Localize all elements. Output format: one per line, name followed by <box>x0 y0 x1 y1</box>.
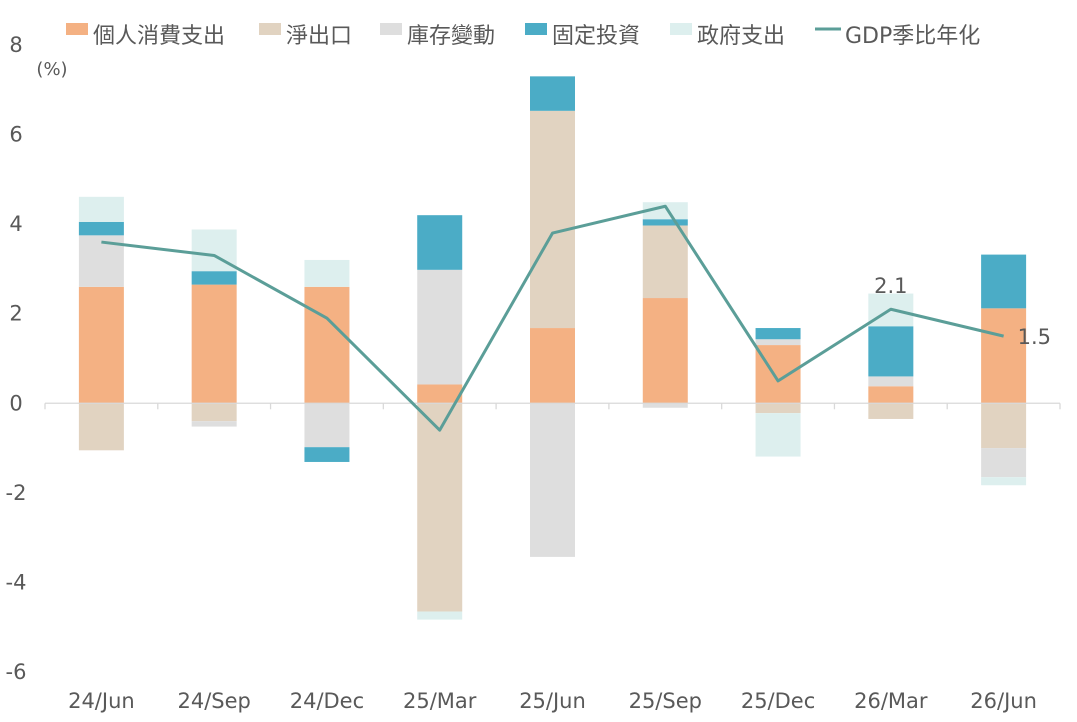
bar-segment <box>78 286 124 404</box>
bar-segment <box>191 284 237 404</box>
legend-label: 庫存變動 <box>407 24 495 49</box>
x-tick-label: 24/Jun <box>68 689 135 713</box>
x-tick-label: 26/Mar <box>854 689 928 713</box>
bar-segment <box>417 403 463 612</box>
bar-segment <box>78 196 124 222</box>
bar-segment <box>191 403 237 422</box>
bar-segment <box>868 386 914 404</box>
bar-segment <box>981 254 1027 309</box>
bar-segment <box>304 259 350 287</box>
bar-segment <box>78 403 124 451</box>
bar-segment <box>981 308 1027 404</box>
bar-segment <box>981 403 1027 449</box>
bar-segment <box>530 328 575 404</box>
bar-segment <box>868 403 914 419</box>
y-tick-label: 8 <box>9 33 22 57</box>
legend-swatch <box>380 23 402 35</box>
bar-segment <box>755 328 801 340</box>
bar-segment <box>642 403 688 408</box>
bar-segment <box>755 403 801 414</box>
x-tick-label: 24/Sep <box>177 689 250 713</box>
y-tick-label: 6 <box>9 123 22 147</box>
data-label: 1.5 <box>1018 325 1051 349</box>
legend-label: GDP季比年化 <box>845 24 980 49</box>
bar-segment <box>191 421 237 427</box>
bar-segment <box>304 286 350 404</box>
bar-segment <box>191 271 237 285</box>
y-tick-label: -6 <box>6 660 27 684</box>
legend-swatch <box>66 23 88 35</box>
y-axis-unit: (%) <box>36 59 67 80</box>
legend-swatch <box>525 23 547 35</box>
bar-segment <box>868 376 914 387</box>
legend-swatch <box>259 23 281 35</box>
legend-label: 淨出口 <box>286 24 352 49</box>
legend-label: 政府支出 <box>697 24 785 49</box>
bar-segment <box>755 345 801 404</box>
x-tick-label: 25/Dec <box>741 689 815 713</box>
y-tick-label: -2 <box>6 481 27 505</box>
bar-segment <box>868 326 914 377</box>
bar-segment <box>417 611 463 620</box>
x-tick-label: 25/Sep <box>629 689 702 713</box>
y-tick-label: 0 <box>9 391 22 415</box>
legend-label: 固定投資 <box>552 24 640 49</box>
gdp-line <box>101 204 1004 432</box>
bar-segment <box>981 448 1027 478</box>
bar-segment <box>78 221 124 236</box>
x-tick-label: 25/Jun <box>519 689 586 713</box>
y-tick-label: 4 <box>9 212 22 236</box>
x-tick-label: 25/Mar <box>403 689 477 713</box>
y-tick-label: -4 <box>6 570 27 594</box>
bar-segment <box>642 225 688 299</box>
data-label: 2.1 <box>874 274 907 298</box>
legend-swatch <box>670 23 692 35</box>
bar-segment <box>755 413 801 457</box>
bar-segment <box>642 202 688 220</box>
bar-segment <box>417 269 463 385</box>
bar-segment <box>530 76 575 111</box>
y-tick-label: 2 <box>9 302 22 326</box>
x-tick-label: 26/Jun <box>970 689 1037 713</box>
bar-segment <box>304 403 350 448</box>
bar-segment <box>417 384 463 404</box>
bar-segment <box>981 477 1027 486</box>
x-tick-label: 24/Dec <box>290 689 364 713</box>
bar-segment <box>642 219 688 226</box>
bar-segment <box>642 298 688 404</box>
bar-segment <box>530 110 575 329</box>
bar-segment <box>530 403 575 557</box>
bar-segment <box>755 339 801 346</box>
legend-label: 個人消費支出 <box>93 24 225 49</box>
bar-segment <box>304 447 350 462</box>
bar-segment <box>417 215 463 270</box>
